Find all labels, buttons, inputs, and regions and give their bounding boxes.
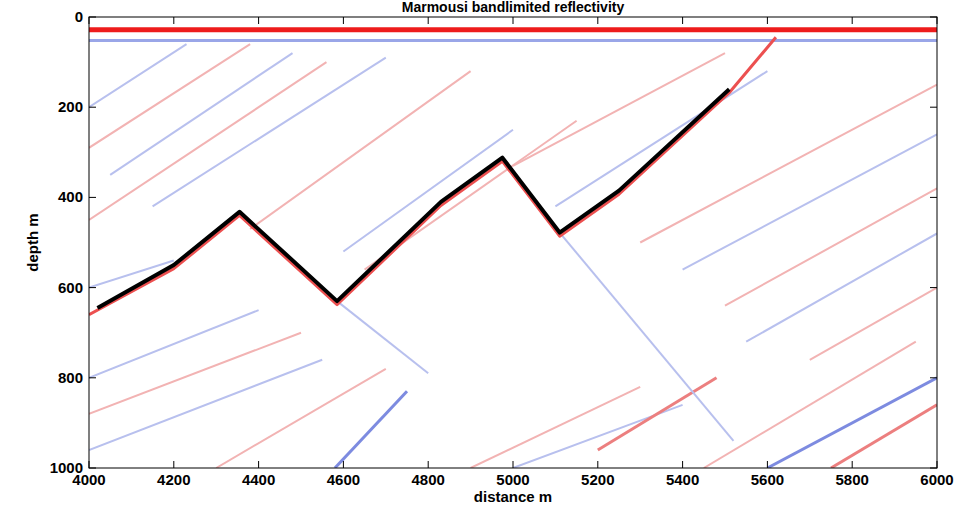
x-tick [258,17,259,24]
x-tick [597,461,598,468]
x-tick-label: 4200 [157,471,190,488]
x-tick-label: 4800 [412,471,445,488]
reflector-line [335,391,407,468]
x-tick [682,17,683,24]
y-tick-label: 400 [58,188,83,205]
y-tick [89,287,96,288]
chart: 4000420044004600480050005200540056005800… [0,0,963,514]
y-axis-title: depth m [24,213,41,271]
y-tick [930,17,937,18]
reflector-line [89,360,322,450]
reflector-line [89,37,776,314]
y-tick-label: 600 [58,279,83,296]
y-tick [930,107,937,108]
reflector-line [746,233,937,341]
reflector-line [598,378,717,450]
y-tick [89,17,96,18]
x-tick [767,17,768,24]
reflector-line [704,342,916,468]
reflector-line [343,130,513,252]
x-tick [513,17,514,24]
y-tick-label: 800 [58,369,83,386]
x-tick-label: 5200 [581,471,614,488]
reflector-line [89,310,259,378]
reflector-line [640,85,937,243]
reflector-line [683,134,937,269]
y-tick [930,468,937,469]
x-tick [343,461,344,468]
y-tick-label: 1000 [50,459,83,476]
reflector-line [97,89,729,308]
x-tick [343,17,344,24]
x-axis-title: distance m [474,488,552,505]
x-tick [937,17,938,24]
reflector-line [110,53,292,175]
reflector-line [216,369,386,468]
chart-title: Marmousi bandlimited reflectivity [402,0,625,15]
plot-area [89,30,937,468]
reflector-line [89,44,187,107]
y-tick [89,377,96,378]
x-tick [513,461,514,468]
x-tick-label: 5400 [666,471,699,488]
reflector-line [831,405,937,468]
x-tick-label: 6000 [920,471,953,488]
x-tick-label: 5600 [751,471,784,488]
reflector-line [337,301,428,373]
x-tick [89,461,90,468]
y-tick [89,468,96,469]
x-tick [173,461,174,468]
x-tick [89,17,90,24]
y-tick [930,287,937,288]
x-tick [428,461,429,468]
x-tick [937,461,938,468]
reflector-line [555,71,767,206]
y-tick [930,197,937,198]
y-tick-label: 200 [58,98,83,115]
reflector-line [153,58,386,207]
reflector-line [89,27,937,32]
x-tick [173,17,174,24]
y-tick [89,197,96,198]
x-tick [682,461,683,468]
reflector-line [89,44,250,148]
plot-frame [89,17,937,468]
y-tick [930,377,937,378]
y-tick [89,107,96,108]
x-tick-label: 4400 [242,471,275,488]
x-tick [428,17,429,24]
reflector-line [810,288,937,360]
reflector-line [89,333,301,414]
reflector-line [725,188,937,305]
reflector-line [89,62,326,220]
x-tick [767,461,768,468]
reflector-line [89,39,937,42]
reflector-line [560,233,734,441]
reflector-line [471,387,641,468]
x-tick [852,461,853,468]
reflector-line [513,53,725,166]
plot-background [89,17,937,468]
x-tick [597,17,598,24]
x-tick-label: 5800 [836,471,869,488]
x-tick [258,461,259,468]
y-tick-label: 0 [75,8,83,25]
x-tick-label: 4600 [327,471,360,488]
reflector-line [767,378,937,468]
x-tick-label: 5000 [496,471,529,488]
x-tick [852,17,853,24]
